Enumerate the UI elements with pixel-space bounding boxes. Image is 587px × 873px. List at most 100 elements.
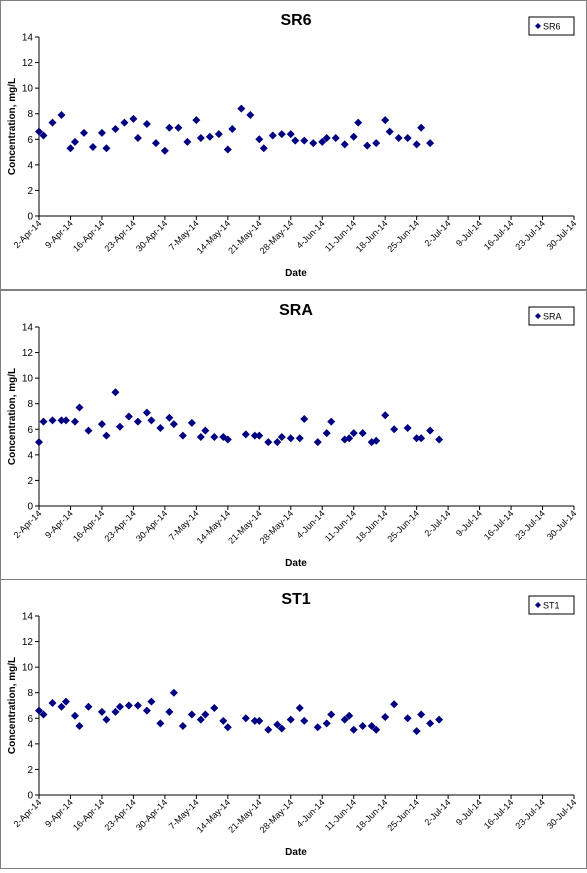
data-point-sr6 — [48, 118, 57, 127]
data-point-st1 — [169, 688, 178, 697]
x-tick-label: 25-Jun-14 — [385, 218, 421, 254]
data-point-sra — [286, 434, 295, 443]
data-point-st1 — [187, 710, 196, 719]
data-point-sr6 — [259, 144, 268, 153]
data-point-st1 — [286, 715, 295, 724]
data-point-sra — [111, 388, 120, 397]
data-point-sr6 — [403, 134, 412, 143]
x-tick-label: 23-Apr-14 — [102, 797, 137, 832]
data-point-sr6 — [340, 140, 349, 149]
data-point-sra — [327, 417, 336, 426]
data-point-st1 — [277, 724, 286, 733]
data-point-sra — [322, 429, 331, 438]
data-point-sra — [124, 412, 133, 421]
data-point-sra — [412, 434, 421, 443]
data-point-st1 — [403, 714, 412, 723]
legend-box — [528, 16, 575, 36]
data-point-st1 — [381, 713, 390, 722]
legend: SR6 — [528, 16, 575, 36]
data-point-sra — [273, 438, 282, 447]
data-point-st1 — [426, 719, 435, 728]
x-tick-label: 30-Apr-14 — [134, 797, 169, 832]
data-point-sr6 — [205, 132, 214, 141]
data-point-st1 — [102, 715, 111, 724]
data-point-st1 — [210, 704, 219, 713]
chart-panel-sra: SRA 0 2 4 6 8 10 12 14 2-Apr-14 9-Apr-14 16-Apr-14 2… — [0, 290, 587, 580]
y-tick-label: 2 — [27, 476, 33, 487]
data-point-sr6 — [165, 123, 174, 132]
data-point-sra — [295, 434, 304, 443]
data-point-sr6 — [35, 127, 43, 136]
data-point-st1 — [196, 715, 205, 724]
y-tick-label: 10 — [22, 84, 34, 95]
data-point-sra — [133, 417, 142, 426]
x-tick-label: 23-Jul-14 — [513, 218, 547, 252]
x-tick-label: 4-Jun-14 — [294, 218, 326, 250]
chart-title: ST1 — [281, 591, 310, 608]
x-tick-label: 23-Jul-14 — [513, 797, 547, 831]
data-point-sra — [255, 431, 264, 440]
data-point-sra — [219, 432, 228, 441]
data-point-sra — [196, 432, 205, 441]
x-tick-label: 16-Apr-14 — [71, 218, 106, 253]
data-point-sra — [435, 435, 444, 444]
data-point-sr6 — [66, 144, 75, 153]
x-tick-label: 28-May-14 — [258, 508, 295, 545]
data-point-sr6 — [70, 137, 79, 146]
data-point-sr6 — [246, 110, 255, 119]
data-point-sra — [84, 426, 93, 435]
x-tick-label: 18-Jun-14 — [354, 218, 390, 254]
data-point-sr6 — [151, 139, 160, 148]
data-point-sr6 — [223, 145, 232, 154]
x-tick-label: 2-Apr-14 — [12, 218, 44, 250]
chart-title: SRA — [279, 302, 313, 319]
x-tick-label: 11-Jun-14 — [323, 797, 358, 832]
data-point-st1 — [147, 697, 156, 706]
data-point-sra — [178, 431, 187, 440]
data-point-sra — [70, 417, 79, 426]
data-point-sra — [156, 424, 165, 433]
data-point-st1 — [178, 721, 187, 730]
data-point-st1 — [111, 707, 120, 716]
x-tick-label: 2-Apr-14 — [12, 508, 44, 540]
x-tick-label: 18-Jun-14 — [354, 797, 390, 833]
data-point-sr6 — [381, 116, 390, 125]
data-point-st1 — [390, 700, 399, 709]
data-point-sr6 — [300, 136, 309, 145]
y-axis-label: Concentration, mg/L — [7, 368, 18, 465]
data-point-sr6 — [39, 131, 48, 140]
data-point-sra — [210, 432, 219, 441]
data-point-sr6 — [133, 134, 142, 143]
data-point-st1 — [142, 706, 151, 715]
data-point-st1 — [412, 727, 421, 736]
legend-box — [528, 306, 575, 326]
data-point-sra — [345, 434, 354, 443]
data-point-st1 — [313, 723, 322, 732]
y-tick-label: 10 — [22, 374, 34, 385]
data-point-sr6 — [309, 139, 318, 148]
legend-label: ST1 — [543, 601, 560, 611]
data-point-sr6 — [79, 128, 88, 137]
legend-label: SRA — [543, 312, 562, 322]
data-point-sra — [250, 431, 259, 440]
data-point-sr6 — [174, 123, 183, 132]
data-point-sra — [201, 426, 210, 435]
data-point-sra — [223, 435, 232, 444]
x-axis-label: Date — [285, 558, 307, 569]
data-point-st1 — [115, 702, 124, 711]
data-point-st1 — [358, 721, 367, 730]
data-point-st1 — [48, 698, 57, 707]
data-point-st1 — [300, 716, 309, 725]
x-tick-label: 2-Jul-14 — [422, 508, 452, 538]
x-tick-label: 28-May-14 — [258, 797, 295, 834]
x-tick-label: 18-Jun-14 — [354, 508, 390, 544]
x-tick-label: 16-Jul-14 — [482, 218, 516, 252]
data-point-sr6 — [385, 127, 394, 136]
data-point-sra — [241, 430, 250, 439]
x-tick-label: 4-Jun-14 — [294, 797, 326, 829]
data-point-sra — [277, 432, 286, 441]
x-tick-label: 9-Apr-14 — [43, 508, 75, 540]
data-point-sra — [48, 416, 57, 425]
x-tick-label: 9-Jul-14 — [454, 218, 484, 248]
